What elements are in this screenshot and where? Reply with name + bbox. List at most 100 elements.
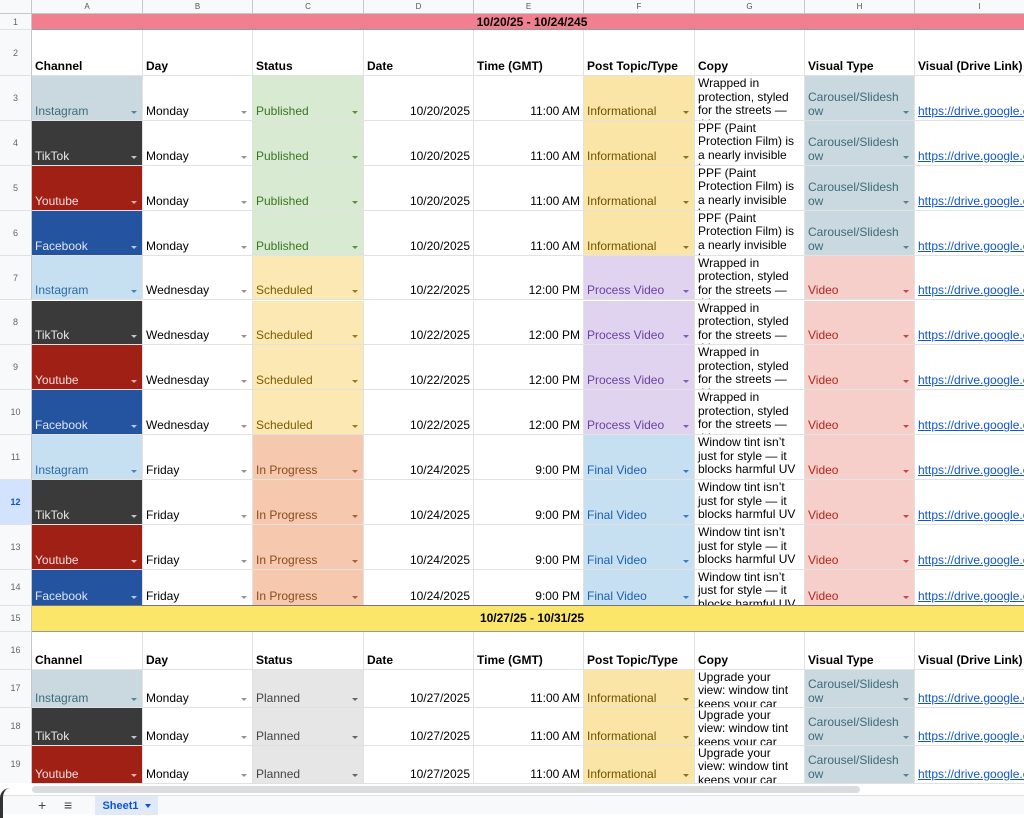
row-header[interactable]: 9 xyxy=(0,345,32,391)
dropdown-arrow-icon[interactable] xyxy=(683,110,689,114)
tab-sheet1[interactable]: Sheet1 xyxy=(95,796,158,815)
dropdown-arrow-icon[interactable] xyxy=(241,697,247,701)
dropdown-arrow-icon[interactable] xyxy=(903,245,909,249)
drive-link[interactable]: https://drive.google.co xyxy=(918,238,1024,253)
cell-time[interactable]: 9:00 PM xyxy=(474,525,584,570)
cell-topic[interactable]: Informational xyxy=(584,707,695,746)
dropdown-arrow-icon[interactable] xyxy=(683,245,689,249)
row-header[interactable]: 18 xyxy=(0,707,32,746)
dropdown-arrow-icon[interactable] xyxy=(683,773,689,777)
cell-date[interactable]: 10/20/2025 xyxy=(364,76,474,121)
row-header[interactable]: 7 xyxy=(0,255,32,301)
dropdown-arrow-icon[interactable] xyxy=(131,425,137,429)
cell-topic[interactable]: Informational xyxy=(584,669,695,708)
cell-drive-link[interactable]: https://drive.google.co xyxy=(915,211,1024,256)
cell-visual-type[interactable]: Carousel/Slideshow xyxy=(805,210,915,256)
cell-date[interactable]: 10/24/2025 xyxy=(364,525,474,570)
dropdown-arrow-icon[interactable] xyxy=(131,155,137,159)
column-header-g[interactable]: G xyxy=(695,0,805,14)
cell-day[interactable]: Wednesday xyxy=(143,300,253,346)
dropdown-arrow-icon[interactable] xyxy=(131,697,137,701)
cell-day[interactable]: Monday xyxy=(143,165,253,211)
cell-day[interactable]: Wednesday xyxy=(143,390,253,436)
cell-topic[interactable]: Informational xyxy=(584,120,695,166)
cell-day[interactable]: Friday xyxy=(143,525,253,570)
dropdown-arrow-icon[interactable] xyxy=(352,290,358,294)
dropdown-arrow-icon[interactable] xyxy=(903,425,909,429)
cell-channel[interactable]: Youtube xyxy=(32,165,143,211)
dropdown-arrow-icon[interactable] xyxy=(241,200,247,204)
cell-topic[interactable]: Informational xyxy=(584,745,695,783)
cell-topic[interactable]: Process Video xyxy=(584,390,695,436)
cell-topic[interactable]: Informational xyxy=(584,165,695,211)
cell-channel[interactable]: TikTok xyxy=(32,120,143,166)
cell-drive-link[interactable]: https://drive.google.co xyxy=(915,121,1024,166)
dropdown-arrow-icon[interactable] xyxy=(131,335,137,339)
cell-topic[interactable]: Process Video xyxy=(584,255,695,301)
drive-link[interactable]: https://drive.google.co xyxy=(918,373,1024,388)
row-header[interactable]: 1 xyxy=(0,14,32,30)
cell-day[interactable]: Wednesday xyxy=(143,255,253,301)
cell-channel[interactable]: Instagram xyxy=(32,669,143,708)
cell-visual-type[interactable]: Video xyxy=(805,255,915,301)
cell-time[interactable]: 9:00 PM xyxy=(474,569,584,606)
cell-status[interactable]: In Progress xyxy=(253,480,364,525)
row-header[interactable]: 19 xyxy=(0,745,32,783)
dropdown-arrow-icon[interactable] xyxy=(683,514,689,518)
cell-date[interactable]: 10/24/2025 xyxy=(364,480,474,525)
dropdown-arrow-icon[interactable] xyxy=(683,200,689,204)
cell-channel[interactable]: Youtube xyxy=(32,345,143,391)
cell-status[interactable]: Published xyxy=(253,165,364,211)
cell-channel[interactable]: Facebook xyxy=(32,569,143,606)
dropdown-arrow-icon[interactable] xyxy=(241,470,247,474)
dropdown-arrow-icon[interactable] xyxy=(131,773,137,777)
cell-date[interactable]: 10/20/2025 xyxy=(364,165,474,211)
cell-status[interactable]: Scheduled xyxy=(253,390,364,436)
column-header-c[interactable]: C xyxy=(253,0,364,14)
cell-drive-link[interactable]: https://drive.google.co xyxy=(915,166,1024,211)
cell-date[interactable]: 10/24/2025 xyxy=(364,435,474,481)
dropdown-arrow-icon[interactable] xyxy=(352,335,358,339)
drive-link[interactable]: https://drive.google.co xyxy=(918,103,1024,118)
dropdown-arrow-icon[interactable] xyxy=(683,335,689,339)
dropdown-arrow-icon[interactable] xyxy=(683,735,689,739)
dropdown-arrow-icon[interactable] xyxy=(241,110,247,114)
cell-topic[interactable]: Informational xyxy=(584,76,695,121)
cell-status[interactable]: Scheduled xyxy=(253,345,364,391)
row-header[interactable]: 14 xyxy=(0,569,32,606)
cell-date[interactable]: 10/27/2025 xyxy=(364,669,474,708)
cell-copy[interactable]: Window tint isn’t just for style — it bl… xyxy=(695,525,805,570)
cell-day[interactable]: Monday xyxy=(143,707,253,746)
cell-channel[interactable]: Youtube xyxy=(32,745,143,783)
dropdown-arrow-icon[interactable] xyxy=(241,155,247,159)
cell-visual-type[interactable]: Carousel/Slideshow xyxy=(805,745,915,783)
column-header-f[interactable]: F xyxy=(584,0,695,14)
cell-topic[interactable]: Process Video xyxy=(584,345,695,391)
cell-date[interactable]: 10/22/2025 xyxy=(364,390,474,436)
cell-date[interactable]: 10/20/2025 xyxy=(364,120,474,166)
dropdown-arrow-icon[interactable] xyxy=(352,470,358,474)
drive-link[interactable]: https://drive.google.co xyxy=(918,766,1024,781)
drive-link[interactable]: https://drive.google.co xyxy=(918,463,1024,478)
cell-topic[interactable]: Final Video xyxy=(584,525,695,570)
cell-copy[interactable]: PPF (Paint Protection Film) is a nearly … xyxy=(695,210,805,256)
dropdown-arrow-icon[interactable] xyxy=(131,735,137,739)
cell-copy[interactable]: PPF (Paint Protection Film) is a nearly … xyxy=(695,165,805,211)
cell-copy[interactable]: Upgrade your view: window tint keeps you… xyxy=(695,669,805,708)
cell-drive-link[interactable]: https://drive.google.co xyxy=(915,570,1024,606)
cell-date[interactable]: 10/24/2025 xyxy=(364,569,474,606)
cell-status[interactable]: In Progress xyxy=(253,435,364,481)
cell-day[interactable]: Friday xyxy=(143,569,253,606)
dropdown-arrow-icon[interactable] xyxy=(241,380,247,384)
dropdown-arrow-icon[interactable] xyxy=(352,514,358,518)
cell-visual-type[interactable]: Carousel/Slideshow xyxy=(805,707,915,746)
cell-day[interactable]: Monday xyxy=(143,210,253,256)
cell-time[interactable]: 11:00 AM xyxy=(474,210,584,256)
cell-day[interactable]: Monday xyxy=(143,120,253,166)
row-header[interactable]: 10 xyxy=(0,390,32,436)
dropdown-arrow-icon[interactable] xyxy=(903,155,909,159)
dropdown-arrow-icon[interactable] xyxy=(352,595,358,599)
cell-date[interactable]: 10/20/2025 xyxy=(364,210,474,256)
cell-channel[interactable]: TikTok xyxy=(32,480,143,525)
select-all-corner[interactable] xyxy=(0,0,32,14)
